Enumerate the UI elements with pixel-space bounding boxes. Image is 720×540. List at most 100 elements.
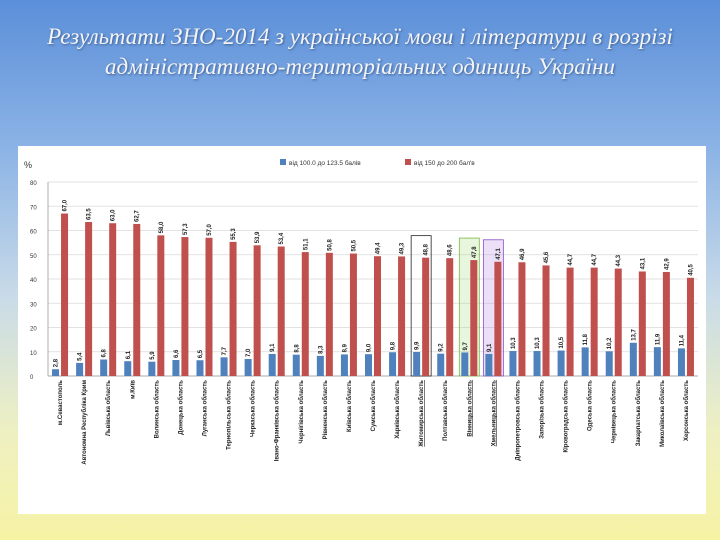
category-label: Миколаївська область <box>659 380 666 447</box>
category-label: Донецька область <box>177 380 184 435</box>
data-label: 55,3 <box>231 228 237 240</box>
data-label: 63,5 <box>87 208 93 220</box>
category-label: Вінницька область <box>466 380 473 437</box>
bar-high-score <box>662 271 670 376</box>
data-label: 9,1 <box>270 343 276 352</box>
bar-high-score <box>205 237 213 376</box>
bar-high-score <box>325 252 333 376</box>
data-label: 7,0 <box>246 348 252 357</box>
data-label: 53,9 <box>255 231 261 243</box>
category-label: Херсонська область <box>683 380 690 441</box>
data-label: 10,3 <box>535 337 541 349</box>
category-label: м.Севастополь <box>58 380 64 426</box>
legend-swatch <box>280 159 286 165</box>
category-label: Автономна Республіка Крим <box>81 379 88 464</box>
data-label: 43,1 <box>640 257 646 269</box>
y-tick-label: 30 <box>30 302 37 308</box>
bar-high-score <box>614 268 622 376</box>
data-label: 58,0 <box>159 221 165 233</box>
data-label: 8,3 <box>318 345 324 354</box>
y-tick-label: 60 <box>30 230 37 236</box>
y-tick-label: 80 <box>30 181 37 187</box>
legend-label: від 100.0 до 123.5 балів <box>289 159 361 167</box>
data-label: 8,8 <box>294 344 300 353</box>
category-label: Закарпатська область <box>635 380 642 447</box>
category-label: Житомирська область <box>418 380 425 448</box>
y-tick-label: 40 <box>30 278 37 284</box>
bar-high-score <box>253 245 261 376</box>
category-label: Львівська область <box>105 380 112 436</box>
bar-low-score <box>124 361 132 376</box>
category-label: Київська область <box>346 380 353 432</box>
category-label: Сумська область <box>370 380 377 432</box>
category-label: Івано-Франківська область <box>274 380 281 462</box>
bar-high-score <box>301 252 309 376</box>
y-tick-label: 70 <box>30 205 37 211</box>
bar-low-score <box>100 359 108 376</box>
data-label: 44,3 <box>616 254 622 266</box>
bar-high-score <box>109 223 117 376</box>
bar-low-score <box>533 351 541 376</box>
data-label: 44,7 <box>592 253 598 265</box>
data-label: 5,4 <box>78 352 84 361</box>
data-label: 63,0 <box>111 209 117 221</box>
category-label: Чернівецька область <box>611 380 618 443</box>
data-label: 50,8 <box>327 238 333 250</box>
data-label: 45,6 <box>544 251 550 263</box>
category-label: Луганська область <box>201 380 208 437</box>
chart-legend: від 100.0 до 123.5 балів від 150 до 200 б… <box>280 159 475 167</box>
data-label: 57,0 <box>207 223 213 235</box>
bar-high-score <box>446 258 454 376</box>
category-label: Дніпропетровська область <box>514 380 521 461</box>
bar-high-score <box>566 267 574 376</box>
data-label: 11,9 <box>655 333 661 345</box>
bar-low-score <box>172 359 180 376</box>
bar-high-score <box>229 241 237 376</box>
bar-high-score <box>133 223 141 376</box>
y-tick-label: 0 <box>30 375 34 381</box>
bar-low-score <box>629 342 637 376</box>
y-axis-label: % <box>24 160 32 170</box>
data-label: 47,8 <box>472 246 478 258</box>
category-label: Рівненська область <box>322 380 329 440</box>
data-label: 9,1 <box>487 343 493 352</box>
bar-high-score <box>494 261 502 376</box>
bar-low-score <box>340 354 348 376</box>
data-label: 6,8 <box>102 349 108 358</box>
data-label: 47,1 <box>496 247 502 259</box>
data-label: 10,2 <box>607 337 613 349</box>
bar-low-score <box>653 347 661 376</box>
data-label: 11,4 <box>679 334 685 346</box>
bar-low-score <box>605 351 613 376</box>
data-label: 49,3 <box>400 242 406 254</box>
data-label: 6,5 <box>198 349 204 358</box>
data-label: 50,5 <box>351 239 357 251</box>
bar-high-score <box>638 271 646 376</box>
data-label: 8,9 <box>342 343 348 352</box>
bar-high-score <box>181 237 189 376</box>
bar-high-score <box>85 222 93 376</box>
bar-low-score <box>268 353 276 376</box>
bar-high-score <box>470 260 478 376</box>
bar-low-score <box>148 361 156 376</box>
data-label: 67,0 <box>63 199 69 211</box>
chart-labels: 2,8 67,0 м.Севастополь 5,4 63,5 Автономна Рес… <box>54 199 695 464</box>
bar-low-score <box>52 369 60 376</box>
bar-low-score <box>557 350 565 376</box>
bar-chart: 0 10 20 30 40 50 60 70 80% 2,8 67,0 м.Севастополь 5… <box>24 159 698 465</box>
bar-low-score <box>196 360 204 376</box>
bar-high-score <box>277 246 285 376</box>
category-label: Волинська область <box>153 380 160 439</box>
data-label: 46,9 <box>520 248 526 260</box>
bar-low-score <box>244 359 252 376</box>
category-label: Тернопільська область <box>226 380 233 450</box>
bar-high-score <box>157 235 165 376</box>
bar-high-score <box>542 265 550 376</box>
data-label: 49,4 <box>376 242 382 254</box>
data-label: 9,7 <box>463 341 469 350</box>
bar-high-score <box>61 213 69 376</box>
bar-low-score <box>437 353 445 376</box>
bar-low-score <box>509 351 517 376</box>
data-label: 10,5 <box>559 336 565 348</box>
data-label: 40,5 <box>688 263 694 275</box>
